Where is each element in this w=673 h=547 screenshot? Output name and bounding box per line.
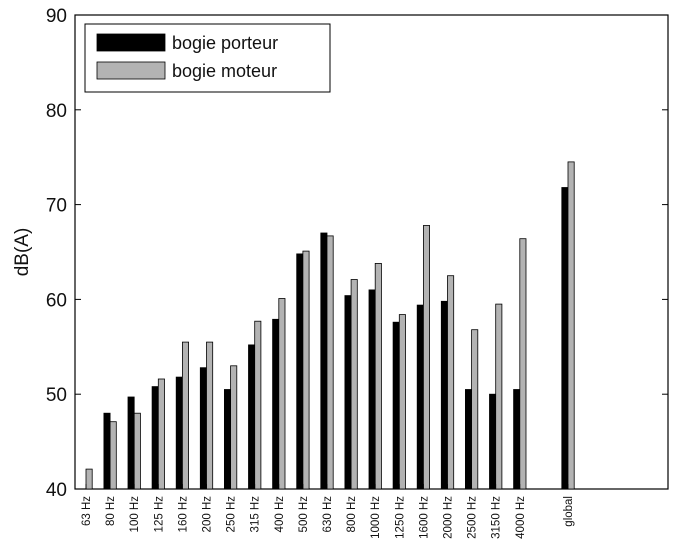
bar-bogie-moteur [519, 238, 527, 490]
legend-swatch-bogie-moteur [96, 61, 166, 80]
x-tick-label: 80 Hz [105, 496, 117, 526]
x-tick-label: 125 Hz [153, 496, 165, 533]
bar-bogie-moteur [109, 421, 117, 490]
bar-bogie-porteur [344, 295, 352, 490]
x-tick-label: 630 Hz [322, 496, 334, 533]
x-tick-label: 160 Hz [177, 496, 189, 533]
bar-bogie-moteur [157, 378, 165, 490]
bar-bogie-moteur [230, 365, 238, 490]
x-tick-label: 2500 Hz [467, 496, 479, 539]
x-tick-label: 500 Hz [298, 496, 310, 533]
bar-bogie-moteur [398, 314, 406, 490]
bar-bogie-moteur [302, 250, 310, 490]
bar-bogie-porteur [248, 344, 256, 490]
y-tick-label: 90 [46, 6, 67, 27]
bar-bogie-porteur [464, 389, 472, 490]
y-tick-label: 50 [46, 385, 67, 406]
x-axis-tick-labels: 63 Hz 80 Hz 100 Hz 125 Hz 160 Hz 200 Hz 250 Hz… [81, 496, 575, 539]
bar-bogie-moteur [422, 225, 430, 490]
bar-bogie-porteur [561, 187, 569, 490]
x-tick-label: 4000 Hz [515, 496, 527, 539]
legend-label-bogie-porteur: bogie porteur [172, 33, 278, 53]
bar-bogie-porteur [296, 253, 304, 490]
bar-bogie-porteur [103, 412, 111, 490]
x-tick-label: 63 Hz [81, 496, 93, 526]
bar-bogie-porteur [368, 289, 376, 490]
bars-group [85, 161, 575, 490]
bar-bogie-porteur [320, 232, 328, 490]
bar-bogie-porteur [440, 300, 448, 490]
x-tick-label: 200 Hz [202, 496, 214, 533]
y-axis-ticks: 40 50 60 70 80 90 [46, 6, 668, 501]
bar-bogie-porteur [513, 389, 521, 490]
x-tick-label: 1250 Hz [394, 496, 406, 539]
bar-bogie-moteur [206, 341, 214, 490]
bar-bogie-moteur [350, 279, 358, 490]
x-tick-label: 3150 Hz [491, 496, 503, 539]
bar-bogie-moteur [85, 468, 93, 490]
bar-bogie-porteur [392, 321, 400, 490]
x-tick-label: 250 Hz [226, 496, 238, 533]
bar-bogie-moteur [567, 161, 575, 490]
bar-bogie-porteur [127, 396, 135, 490]
y-axis-label: dB(A) [12, 228, 33, 277]
bar-bogie-porteur [151, 386, 159, 490]
x-tick-label: 100 Hz [129, 496, 141, 533]
bar-bogie-moteur [181, 341, 189, 490]
bar-bogie-porteur [416, 304, 424, 490]
legend-label-bogie-moteur: bogie moteur [172, 61, 277, 81]
bar-bogie-moteur [447, 275, 455, 490]
bar-bogie-moteur [278, 298, 286, 490]
bar-bogie-moteur [254, 320, 262, 490]
bar-bogie-moteur [495, 303, 503, 490]
y-tick-label: 70 [46, 196, 67, 217]
legend: bogie porteur bogie moteur [84, 23, 331, 93]
x-tick-label: 315 Hz [250, 496, 262, 533]
bar-bogie-porteur [199, 367, 207, 490]
x-tick-label: 1000 Hz [370, 496, 382, 539]
bar-bogie-moteur [471, 329, 479, 490]
y-tick-label: 40 [46, 480, 67, 501]
bar-bogie-moteur [133, 412, 141, 490]
x-tick-label: global [563, 496, 575, 527]
y-tick-label: 80 [46, 101, 67, 122]
x-tick-label: 800 Hz [346, 496, 358, 533]
bar-bogie-moteur [374, 262, 382, 490]
x-tick-label: 2000 Hz [443, 496, 455, 539]
y-tick-label: 60 [46, 290, 67, 311]
bar-bogie-porteur [175, 376, 183, 490]
bar-bogie-porteur [489, 393, 497, 490]
bar-bogie-porteur [223, 389, 231, 490]
bar-bogie-moteur [326, 235, 334, 490]
x-tick-label: 1600 Hz [418, 496, 430, 539]
legend-swatch-bogie-porteur [96, 33, 166, 52]
bar-bogie-porteur [272, 318, 280, 490]
x-tick-label: 400 Hz [274, 496, 286, 533]
